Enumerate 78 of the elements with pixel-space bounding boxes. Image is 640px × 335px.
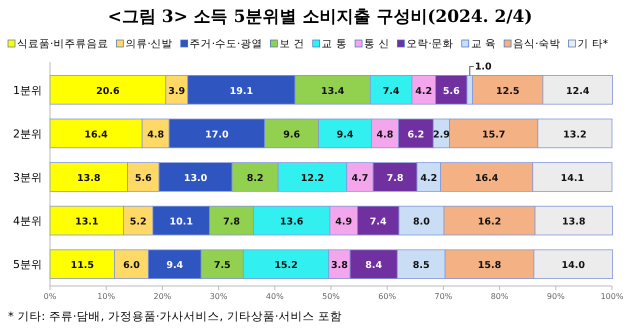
data-label: 13.4 (320, 86, 345, 97)
data-label: 14.0 (561, 260, 586, 272)
data-label: 8.0 (413, 216, 430, 228)
data-label: 8.5 (412, 260, 430, 272)
legend-label: 보 건 (279, 38, 305, 50)
data-label: 12.4 (566, 86, 590, 97)
legend-label: 오락·문화 (406, 38, 454, 50)
data-label: 4.2 (420, 173, 438, 184)
y-tick-label: 4분위 (13, 214, 42, 228)
data-label: 3.9 (168, 86, 186, 97)
data-label: 5.2 (130, 216, 147, 228)
data-label: 13.0 (184, 173, 208, 184)
x-tick-label: 100% (600, 292, 624, 301)
data-label: 6.2 (407, 129, 424, 140)
x-tick-label: 50% (322, 292, 340, 301)
legend-label: 의류·신발 (125, 38, 173, 50)
legend-label: 주거·수도·광열 (190, 38, 262, 50)
data-label: 6.0 (123, 260, 140, 272)
data-label: 1.0 (474, 61, 492, 72)
x-tick-label: 10% (97, 292, 116, 301)
data-label: 5.6 (442, 86, 460, 97)
y-tick-label: 2분위 (13, 127, 42, 140)
text: * 기타: 주류·담배, 가정용품·가사서비스, 기타상품·서비스 포함 (8, 309, 342, 323)
data-label: 7.4 (370, 216, 388, 228)
data-label: 7.8 (386, 173, 404, 184)
data-label: 13.8 (562, 216, 586, 228)
data-label: 16.2 (478, 216, 502, 228)
data-label: 19.1 (230, 86, 254, 97)
legend-label: 음식·숙박 (513, 38, 560, 50)
data-label: 9.6 (283, 129, 300, 140)
data-label: 14.1 (560, 173, 584, 184)
legend-label: 식료품·비주류음료 (17, 38, 108, 50)
x-tick-label: 60% (378, 292, 396, 301)
data-label: 9.4 (336, 129, 354, 140)
data-label: 4.9 (335, 216, 352, 228)
data-label: 8.4 (365, 260, 383, 272)
data-label: 9.4 (166, 260, 184, 272)
x-tick-label: 80% (490, 292, 509, 301)
legend-label: 교 통 (322, 38, 348, 50)
data-label: 15.8 (478, 260, 502, 272)
data-label: 15.2 (274, 260, 298, 272)
y-tick-label: 3분위 (13, 171, 42, 184)
data-label: 11.5 (70, 260, 94, 272)
data-label: 13.1 (75, 216, 99, 228)
x-tick-label: 90% (546, 292, 566, 301)
chart-title: <그림 3> 소득 5분위별 소비지출 구성비(2024. 2/4) (108, 7, 532, 27)
y-tick-label: 1분위 (13, 84, 42, 97)
data-label: 13.8 (77, 173, 101, 184)
data-label: 20.6 (96, 86, 120, 97)
x-tick-label: 0% (44, 292, 57, 301)
data-label: 16.4 (84, 129, 108, 140)
data-label: 10.1 (170, 216, 193, 228)
legend-label: 통 신 (364, 38, 390, 50)
data-label: 13.2 (563, 129, 587, 140)
data-label: 16.4 (474, 173, 499, 184)
x-tick-label: 30% (210, 292, 228, 301)
data-label: 8.2 (246, 173, 264, 184)
data-label: 4.7 (352, 173, 368, 184)
data-label: 7.4 (382, 86, 400, 97)
legend-label: 교 육 (470, 38, 496, 50)
x-tick-label: 70% (434, 292, 453, 301)
x-tick-label: 40% (266, 292, 284, 301)
y-tick-label: 5분위 (13, 258, 42, 272)
legend-label: 기 타* (577, 38, 608, 50)
data-label: 12.2 (300, 173, 324, 184)
data-label: 12.5 (496, 86, 520, 97)
data-label: 17.0 (205, 129, 230, 140)
data-label: 2.9 (433, 129, 450, 140)
data-label: 4.8 (376, 129, 394, 140)
data-label: 4.2 (415, 86, 432, 97)
data-label: 7.5 (214, 260, 231, 272)
data-label: 5.6 (134, 173, 152, 184)
data-label: 3.8 (331, 260, 348, 272)
data-label: 4.8 (147, 129, 164, 140)
data-label: 15.7 (482, 129, 506, 140)
x-tick-label: 20% (154, 292, 172, 301)
data-label: 13.6 (280, 216, 304, 228)
data-label: 7.8 (223, 216, 240, 228)
